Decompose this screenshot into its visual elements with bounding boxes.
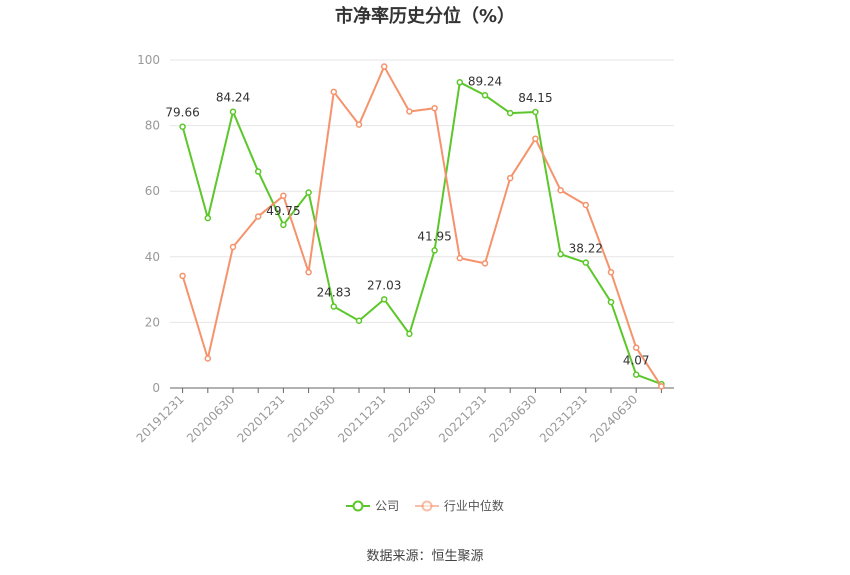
data-label: 27.03 [367, 278, 401, 292]
y-tick-label: 100 [137, 53, 160, 67]
data-point [456, 254, 464, 262]
data-point [532, 108, 539, 116]
data-point [406, 330, 413, 338]
data-label: 24.83 [317, 286, 351, 300]
y-tick-label: 20 [145, 315, 160, 329]
y-tick-label: 80 [145, 119, 160, 133]
x-tick-label: 20220630 [386, 392, 439, 445]
data-point [204, 355, 212, 362]
data-point [204, 214, 212, 222]
data-point [229, 108, 237, 115]
data-point [355, 317, 363, 325]
data-point [305, 268, 312, 276]
data-point [406, 108, 413, 115]
legend-line-circle-icon [414, 500, 439, 511]
data-point [380, 296, 388, 303]
data-point [355, 121, 363, 128]
data-label: 84.24 [216, 91, 250, 105]
data-point [280, 192, 287, 200]
data-point [557, 186, 564, 194]
legend-line-circle-icon [346, 500, 371, 511]
x-tick-label: 20240630 [587, 392, 640, 445]
x-tick-label: 20221231 [436, 392, 489, 445]
data-point [557, 250, 564, 258]
data-point [506, 174, 514, 182]
data-point [632, 344, 640, 351]
data-point [254, 168, 262, 175]
grid-lines [170, 59, 674, 323]
x-tick-label: 20200630 [184, 392, 237, 445]
data-point [179, 272, 186, 280]
x-tick-label: 20191231 [134, 392, 187, 445]
x-tick-label: 20231231 [537, 392, 590, 445]
data-point [632, 371, 640, 378]
data-point [431, 104, 438, 112]
data-point [658, 383, 665, 390]
legend-item-industry-median[interactable]: 行业中位数 [414, 497, 504, 514]
chart-title: 市净率历史分位（%） [334, 6, 516, 27]
legend: 公司 行业中位数 [0, 497, 850, 516]
data-point [532, 135, 539, 142]
data-label: 79.66 [165, 106, 199, 120]
data-point [582, 201, 590, 209]
data-point [607, 298, 615, 306]
x-tick-label: 20230630 [486, 392, 539, 445]
x-tick-label: 20211231 [335, 392, 388, 445]
data-point [305, 189, 312, 196]
data-point [330, 303, 338, 310]
x-tick-label: 20201231 [234, 392, 287, 445]
y-tick-label: 40 [145, 250, 160, 264]
series-lines [179, 63, 665, 390]
series-line-1 [181, 65, 663, 387]
data-point [280, 221, 287, 229]
y-tick-label: 60 [145, 184, 160, 198]
data-point [330, 88, 338, 96]
data-point [607, 268, 615, 276]
series-line-0 [181, 81, 662, 386]
data-label: 49.75 [266, 204, 300, 218]
data-point [582, 259, 590, 266]
data-point [506, 109, 514, 117]
data-label: 41.95 [417, 229, 451, 243]
legend-label-company: 公司 [375, 499, 400, 513]
y-tick-label: 0 [152, 381, 160, 395]
data-label: 84.15 [518, 91, 552, 105]
data-point [431, 247, 438, 254]
data-labels: 79.66 84.24 49.75 24.83 27.03 41.95 89.24 84.15… [165, 74, 649, 367]
legend-label-industry-median: 行业中位数 [443, 499, 504, 513]
x-tick-label: 20210630 [285, 392, 338, 445]
data-point [229, 243, 237, 251]
data-label: 4.07 [623, 354, 650, 368]
source-note: 数据来源：恒生聚源 [366, 549, 484, 564]
data-label: 89.24 [468, 74, 502, 88]
legend-item-company[interactable]: 公司 [346, 497, 399, 514]
data-point [481, 92, 489, 99]
data-point [456, 79, 464, 86]
data-point [179, 123, 186, 130]
data-point [254, 213, 262, 220]
data-label: 38.22 [569, 242, 603, 256]
data-point [481, 260, 489, 267]
data-point [380, 63, 388, 70]
